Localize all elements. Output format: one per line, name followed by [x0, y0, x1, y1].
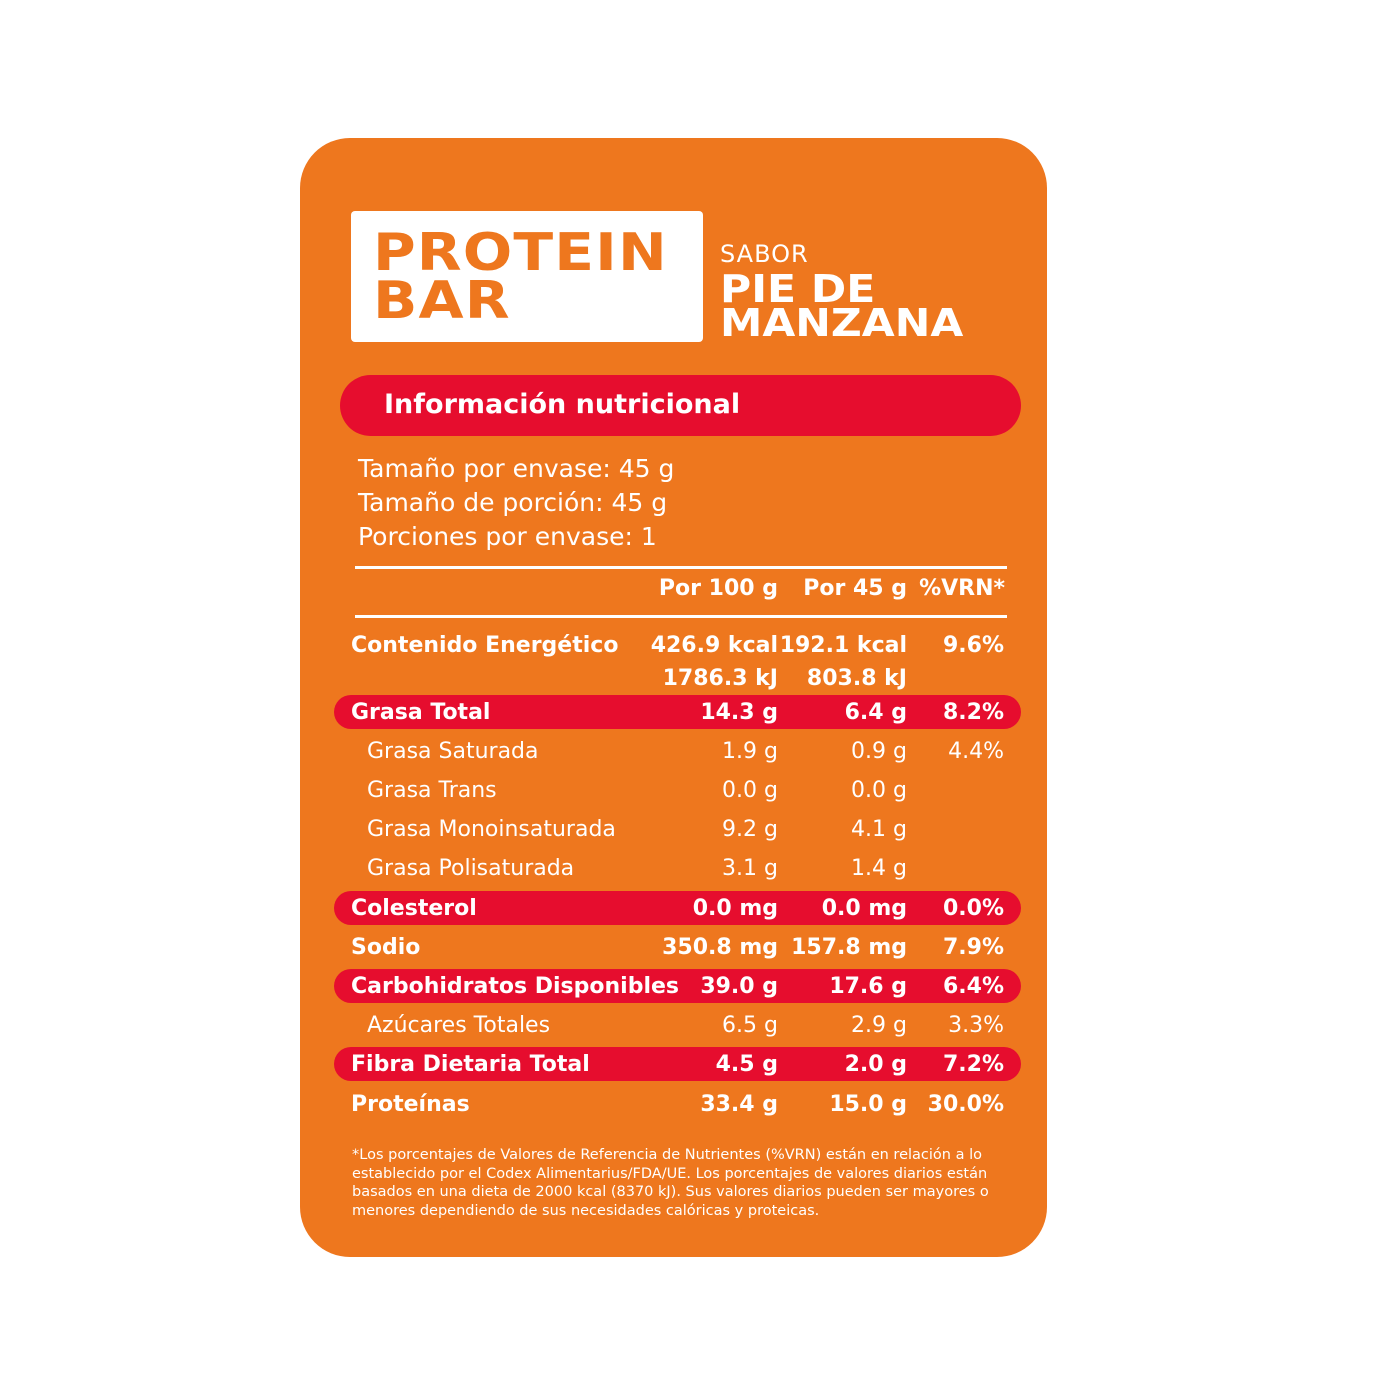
value-vrn: 30.0% — [927, 1092, 1004, 1117]
flavor-line-1: PIE DE — [720, 267, 876, 311]
value-vrn: 7.9% — [942, 935, 1004, 960]
nutrient-name: Grasa Saturada — [367, 739, 539, 764]
brand-line-1: PROTEIN — [373, 223, 668, 283]
value-vrn: 3.3% — [948, 1013, 1004, 1038]
nutrient-name: Carbohidratos Disponibles — [351, 974, 680, 999]
table-row: Sodio 350.8 mg 157.8 mg 7.9% — [334, 930, 1021, 964]
value-vrn: 0.0% — [942, 896, 1004, 921]
value-per-serving: 2.9 g — [851, 1013, 907, 1038]
flavor-line-2: MANZANA — [720, 301, 964, 345]
nutrient-name: Grasa Total — [351, 700, 491, 725]
value-per-serving: 6.4 g — [844, 700, 907, 725]
nutrient-name: Contenido Energético — [351, 633, 619, 658]
value-per-100: 4.5 g — [715, 1052, 778, 1077]
value-per-100: 1.9 g — [722, 739, 778, 764]
table-row: 1786.3 kJ 803.8 kJ — [334, 661, 1021, 695]
value-vrn: 4.4% — [948, 739, 1004, 764]
value-per-serving: 192.1 kcal — [779, 633, 907, 658]
table-row: Proteínas 33.4 g 15.0 g 30.0% — [334, 1087, 1021, 1121]
value-per-serving: 1.4 g — [851, 856, 907, 881]
footnote: *Los porcentajes de Valores de Referenci… — [352, 1147, 989, 1219]
value-per-100: 0.0 mg — [692, 896, 778, 921]
value-per-100: 1786.3 kJ — [662, 666, 778, 691]
nutrient-name: Sodio — [351, 935, 421, 960]
table-row: Contenido Energético 426.9 kcal 192.1 kcal… — [334, 628, 1021, 662]
value-per-100: 6.5 g — [722, 1013, 778, 1038]
brand-logo: PROTEIN BAR — [373, 223, 668, 331]
table-row: Grasa Monoinsaturada 9.2 g 4.1 g — [334, 812, 1021, 846]
value-per-serving: 2.0 g — [844, 1052, 907, 1077]
value-per-serving: 0.9 g — [851, 739, 907, 764]
nutrient-name: Grasa Monoinsaturada — [367, 817, 616, 842]
value-vrn: 6.4% — [942, 974, 1004, 999]
column-header-per-100: Por 100 g — [658, 576, 778, 601]
table-row: Azúcares Totales 6.5 g 2.9 g 3.3% — [334, 1008, 1021, 1042]
nutrient-name: Fibra Dietaria Total — [351, 1052, 590, 1077]
value-per-serving: 17.6 g — [829, 974, 907, 999]
brand-logo-box: PROTEIN BAR — [351, 211, 703, 342]
value-vrn: 9.6% — [942, 633, 1004, 658]
flavor-name: PIE DE MANZANA — [720, 267, 964, 345]
value-per-100: 39.0 g — [700, 974, 778, 999]
value-per-serving: 0.0 mg — [821, 896, 907, 921]
portion-size: Tamaño de porción: 45 g — [358, 488, 668, 517]
value-per-100: 0.0 g — [722, 778, 778, 803]
value-vrn: 7.2% — [942, 1052, 1004, 1077]
brand-line-2: BAR — [373, 271, 511, 331]
table-row: Grasa Total 14.3 g 6.4 g 8.2% — [334, 695, 1021, 729]
value-per-serving: 0.0 g — [851, 778, 907, 803]
nutrient-name: Grasa Polisaturada — [367, 856, 575, 881]
value-per-100: 426.9 kcal — [650, 633, 778, 658]
value-vrn: 8.2% — [942, 700, 1004, 725]
nutrient-name: Colesterol — [351, 896, 477, 921]
portions-per-package: Porciones por envase: 1 — [358, 522, 657, 551]
table-row: Grasa Saturada 1.9 g 0.9 g 4.4% — [334, 734, 1021, 768]
section-title-bar: Información nutricional — [340, 375, 1021, 436]
nutrient-name: Grasa Trans — [367, 778, 497, 803]
divider-header — [355, 615, 1007, 618]
table-row: Colesterol 0.0 mg 0.0 mg 0.0% — [334, 891, 1021, 925]
table-row: Grasa Trans 0.0 g 0.0 g — [334, 773, 1021, 807]
value-per-100: 350.8 mg — [662, 935, 778, 960]
flavor-label: SABOR — [720, 240, 809, 268]
value-per-serving: 15.0 g — [829, 1092, 907, 1117]
value-per-serving: 803.8 kJ — [806, 666, 907, 691]
column-header-vrn: %VRN* — [919, 576, 1005, 601]
value-per-100: 33.4 g — [700, 1092, 778, 1117]
table-row: Fibra Dietaria Total 4.5 g 2.0 g 7.2% — [334, 1047, 1021, 1081]
table-row: Carbohidratos Disponibles 39.0 g 17.6 g 6.4… — [334, 969, 1021, 1003]
divider-top — [355, 566, 1007, 569]
section-title: Información nutricional — [384, 389, 741, 420]
nutrient-name: Azúcares Totales — [367, 1013, 551, 1038]
value-per-100: 3.1 g — [722, 856, 778, 881]
package-size: Tamaño por envase: 45 g — [358, 454, 675, 483]
value-per-100: 14.3 g — [700, 700, 778, 725]
nutrient-name: Proteínas — [351, 1092, 470, 1117]
value-per-serving: 157.8 mg — [791, 935, 907, 960]
value-per-100: 9.2 g — [722, 817, 778, 842]
value-per-serving: 4.1 g — [851, 817, 907, 842]
table-row: Grasa Polisaturada 3.1 g 1.4 g — [334, 851, 1021, 885]
column-header-per-serving: Por 45 g — [803, 576, 907, 601]
